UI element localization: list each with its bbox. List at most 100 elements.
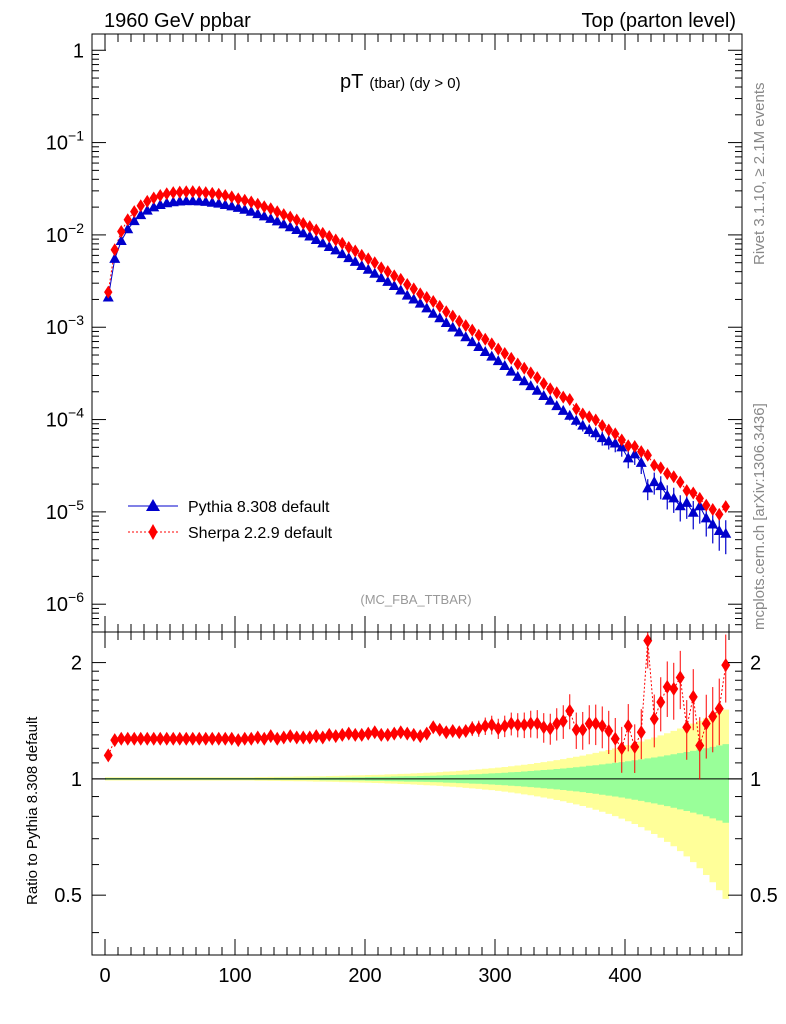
legend-label-pythia: Pythia 8.308 default xyxy=(188,499,330,516)
x-tick-label: 100 xyxy=(218,965,251,987)
ratio-point-sherpa xyxy=(357,727,367,742)
sherpa-point xyxy=(474,328,483,342)
ratio-point-sherpa xyxy=(714,701,724,716)
main-y-tick-label: 10−1 xyxy=(46,128,84,155)
pythia-point xyxy=(434,312,446,323)
pythia-point xyxy=(362,263,374,274)
x-tick-label: 200 xyxy=(348,965,381,987)
sherpa-point xyxy=(299,216,308,230)
ratio-point-sherpa xyxy=(604,724,614,739)
pythia-point xyxy=(115,234,127,245)
sherpa-point xyxy=(247,195,256,209)
sherpa-point xyxy=(702,498,711,512)
sherpa-point xyxy=(442,305,451,319)
sherpa-point xyxy=(260,200,269,214)
pythia-point xyxy=(323,240,335,251)
sherpa-point xyxy=(325,230,334,244)
main-panel: 1 10−1 10−2 10−3 10−4 10−5 10−6 xyxy=(46,33,743,633)
sherpa-point xyxy=(552,386,561,400)
pythia-point xyxy=(284,221,296,232)
sherpa-point xyxy=(500,346,509,360)
sherpa-point xyxy=(663,467,672,481)
ratio-point-sherpa xyxy=(617,741,627,756)
pythia-point xyxy=(317,237,329,248)
sherpa-point xyxy=(546,382,555,396)
ratio-point-sherpa xyxy=(571,722,581,737)
pythia-point xyxy=(271,215,283,226)
ratio-point-sherpa xyxy=(474,721,484,736)
sherpa-point xyxy=(331,233,340,247)
pythia-point xyxy=(200,195,212,206)
ratio-point-sherpa xyxy=(214,731,224,746)
sherpa-point xyxy=(617,433,626,447)
ratio-point-sherpa xyxy=(175,731,185,746)
sherpa-point xyxy=(214,187,223,201)
sherpa-point xyxy=(156,189,165,203)
sherpa-point xyxy=(279,208,288,222)
sherpa-point xyxy=(429,294,438,308)
pythia-point xyxy=(440,317,452,328)
pythia-point xyxy=(343,252,355,263)
sherpa-point xyxy=(383,265,392,279)
sherpa-point xyxy=(689,486,698,500)
x-tick-label: 300 xyxy=(478,965,511,987)
ratio-point-sherpa xyxy=(207,731,217,746)
sherpa-point xyxy=(117,224,126,238)
ratio-point-sherpa xyxy=(129,731,139,746)
pythia-point xyxy=(700,512,712,523)
ratio-point-sherpa xyxy=(233,733,243,748)
pythia-point xyxy=(466,336,478,347)
sherpa-point xyxy=(227,190,236,204)
main-y-tick-label: 10−6 xyxy=(46,589,84,616)
pythia-point xyxy=(219,198,231,209)
ratio-point-sherpa xyxy=(363,726,373,741)
pythia-point xyxy=(577,419,589,430)
x-tick-label: 0 xyxy=(99,965,110,987)
pythia-point xyxy=(707,518,719,529)
sherpa-point xyxy=(676,475,685,489)
ratio-point-sherpa xyxy=(669,681,679,696)
pythia-point xyxy=(720,527,732,538)
ratio-point-sherpa xyxy=(441,725,451,740)
sherpa-point xyxy=(377,261,386,275)
ratio-point-sherpa xyxy=(103,748,113,763)
pythia-point xyxy=(135,209,147,220)
ratio-point-sherpa xyxy=(721,658,731,673)
ratio-y-tick-label: 1 xyxy=(71,769,82,791)
sherpa-point xyxy=(143,194,152,208)
ratio-y-tick-label: 2 xyxy=(71,653,82,675)
ratio-point-sherpa xyxy=(259,731,269,746)
sherpa-point xyxy=(390,269,399,283)
sherpa-point xyxy=(188,185,197,199)
ratio-y-axis-label: Ratio to Pythia 8.308 default xyxy=(24,716,41,905)
mcplots-label: mcplots.cern.ch [arXiv:1306.3436] xyxy=(751,403,768,630)
pythia-point xyxy=(635,456,647,467)
pythia-point xyxy=(232,201,244,212)
sherpa-point xyxy=(721,500,730,514)
ratio-point-sherpa xyxy=(454,725,464,740)
ratio-point-sherpa xyxy=(708,709,718,724)
ratio-point-sherpa xyxy=(402,726,412,741)
ratio-point-sherpa xyxy=(636,725,646,740)
ratio-point-sherpa xyxy=(370,725,380,740)
ratio-point-sherpa xyxy=(155,731,165,746)
sherpa-point xyxy=(481,332,490,346)
ratio-point-sherpa xyxy=(220,731,230,746)
energy-label: 1960 GeV ppbar xyxy=(104,10,251,32)
sherpa-point xyxy=(559,390,568,404)
ratio-point-sherpa xyxy=(500,719,510,734)
pythia-point xyxy=(525,380,537,391)
rivet-label: Rivet 3.1.10, ≥ 2.1M events xyxy=(751,83,768,266)
ratio-point-sherpa xyxy=(201,731,211,746)
pythia-point xyxy=(401,289,413,300)
pythia-point xyxy=(609,437,621,448)
sherpa-point xyxy=(234,192,243,206)
ratio-point-sherpa xyxy=(285,729,295,744)
ratio-point-sherpa xyxy=(513,717,523,732)
pythia-point xyxy=(297,227,309,238)
sherpa-point xyxy=(370,256,379,270)
pythia-point xyxy=(538,389,550,400)
sherpa-point xyxy=(253,197,262,211)
ratio-point-sherpa xyxy=(461,724,471,739)
ratio-point-sherpa xyxy=(227,731,237,746)
